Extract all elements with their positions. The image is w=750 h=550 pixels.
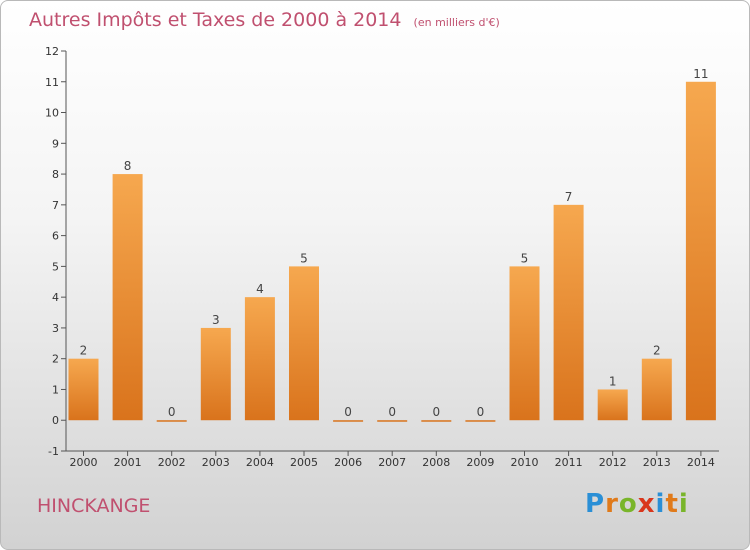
bar-value-label: 3 (212, 313, 220, 327)
bar (641, 358, 672, 421)
bar-value-label: 7 (565, 190, 573, 204)
chart-unit: (en milliers d'€) (413, 16, 500, 29)
x-tick-label: 2000 (70, 456, 98, 469)
x-tick-label: 2011 (555, 456, 583, 469)
bar (553, 204, 584, 421)
y-tick-label: 4 (52, 291, 59, 304)
x-tick-label: 2004 (246, 456, 274, 469)
x-tick-label: 2002 (158, 456, 186, 469)
bar-value-label: 5 (300, 251, 308, 265)
bar (685, 81, 716, 421)
y-tick-label: 9 (52, 137, 59, 150)
y-tick-label: 8 (52, 168, 59, 181)
y-tick-label: 11 (45, 76, 59, 89)
x-tick-label: 2008 (422, 456, 450, 469)
bar-value-label: 0 (168, 405, 176, 419)
bar-value-label: 2 (80, 344, 88, 358)
x-tick-label: 2010 (511, 456, 539, 469)
bar (377, 420, 408, 422)
bar-value-label: 11 (693, 67, 708, 81)
bar (333, 420, 364, 422)
y-tick-label: 2 (52, 353, 59, 366)
y-tick-label: 1 (52, 383, 59, 396)
bar (509, 266, 540, 421)
bar-value-label: 0 (477, 405, 485, 419)
bar-value-label: 0 (388, 405, 396, 419)
proxiti-logo: Proxiti (585, 489, 689, 519)
y-tick-label: 5 (52, 260, 59, 273)
bar-value-label: 2 (653, 344, 661, 358)
y-tick-label: -1 (48, 445, 59, 458)
bar-value-label: 5 (521, 251, 529, 265)
chart-title-text: Autres Impôts et Taxes de 2000 à 2014 (29, 9, 402, 31)
bar (200, 327, 231, 421)
bar (289, 266, 319, 421)
bar (156, 420, 187, 422)
x-tick-label: 2012 (599, 456, 627, 469)
bar-value-label: 1 (609, 374, 617, 388)
x-tick-label: 2001 (114, 456, 142, 469)
bar (68, 358, 99, 421)
y-tick-label: 12 (45, 45, 59, 58)
bar (597, 389, 628, 421)
x-tick-label: 2003 (202, 456, 230, 469)
bar (465, 420, 496, 422)
bar (244, 297, 275, 421)
bar (112, 174, 143, 421)
bar-value-label: 8 (124, 159, 132, 173)
x-tick-label: 2006 (334, 456, 362, 469)
x-tick-label: 2007 (378, 456, 406, 469)
y-tick-label: 3 (52, 322, 59, 335)
y-tick-label: 10 (45, 107, 59, 120)
x-tick-label: 2005 (290, 456, 318, 469)
commune-name: HINCKANGE (37, 495, 151, 517)
bar-value-label: 0 (432, 405, 440, 419)
bar (421, 420, 452, 422)
bar-value-label: 0 (344, 405, 352, 419)
x-tick-label: 2014 (687, 456, 715, 469)
y-tick-label: 0 (52, 414, 59, 427)
bar-value-label: 4 (256, 282, 264, 296)
y-tick-label: 6 (52, 230, 59, 243)
y-tick-label: 7 (52, 199, 59, 212)
chart-title: Autres Impôts et Taxes de 2000 à 2014 (e… (29, 9, 500, 31)
x-tick-label: 2013 (643, 456, 671, 469)
x-tick-label: 2009 (466, 456, 494, 469)
